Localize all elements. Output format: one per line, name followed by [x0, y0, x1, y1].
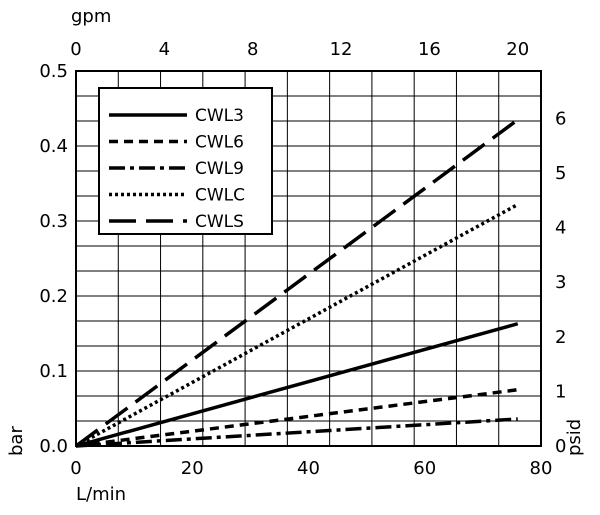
y2-tick-label: 1: [555, 381, 566, 402]
x2-axis-label: gpm: [71, 6, 111, 27]
y-tick-label: 0.2: [39, 286, 68, 307]
y2-tick-label: 6: [555, 108, 566, 129]
x2-tick-label: 8: [247, 39, 258, 60]
legend-label-cwls: CWLS: [195, 212, 244, 232]
y2-tick-label: 5: [555, 163, 566, 184]
series-line-cwls: [74, 118, 519, 448]
y2-axis-ticks: 0 1 2 3 4 5 6: [555, 108, 566, 457]
legend-label-cwl9: CWL9: [195, 159, 244, 179]
legend-label-cwl6: CWL6: [195, 133, 244, 153]
x2-tick-label: 20: [506, 39, 529, 60]
x-tick-label: 60: [413, 458, 436, 479]
x-tick-label: 20: [181, 458, 204, 479]
legend-label-cwlc: CWLC: [195, 186, 245, 206]
x2-tick-label: 4: [159, 39, 170, 60]
x2-tick-label: 16: [418, 39, 441, 60]
series-line-cwl3: [75, 322, 519, 448]
y-tick-label: 0.4: [39, 136, 68, 157]
y-axis-label: bar: [6, 426, 27, 456]
y2-tick-label: 3: [555, 272, 566, 293]
x-axis-ticks: 0 20 40 60 80: [70, 458, 552, 479]
x2-tick-label: 12: [330, 39, 353, 60]
x2-axis-ticks: 0 4 8 12 16 20: [70, 39, 529, 60]
x2-tick-label: 0: [70, 39, 81, 60]
y-tick-label: 0.1: [39, 361, 68, 382]
x-tick-label: 0: [70, 458, 81, 479]
y2-tick-label: 0: [555, 436, 566, 457]
y2-tick-label: 2: [555, 327, 566, 348]
plot-frame: [75, 70, 542, 447]
x-tick-label: 40: [297, 458, 320, 479]
series-line-cwl9: [75, 417, 518, 448]
y-tick-label: 0.3: [39, 211, 68, 232]
y-tick-label: 0.5: [39, 61, 68, 82]
y2-axis-label: psid: [564, 419, 585, 456]
legend-label-cwl3: CWL3: [195, 106, 244, 126]
legend: CWL3 CWL6 CWL9 CWLC CWLS: [98, 87, 273, 235]
x-tick-label: 80: [530, 458, 553, 479]
legend-box: [98, 87, 273, 235]
series-lines: [74, 118, 519, 448]
x-axis-label: L/min: [76, 484, 126, 505]
y-tick-label: 0.0: [39, 436, 68, 457]
y-axis-ticks: 0.0 0.1 0.2 0.3 0.4 0.5: [39, 61, 68, 457]
y2-tick-label: 4: [555, 218, 566, 239]
